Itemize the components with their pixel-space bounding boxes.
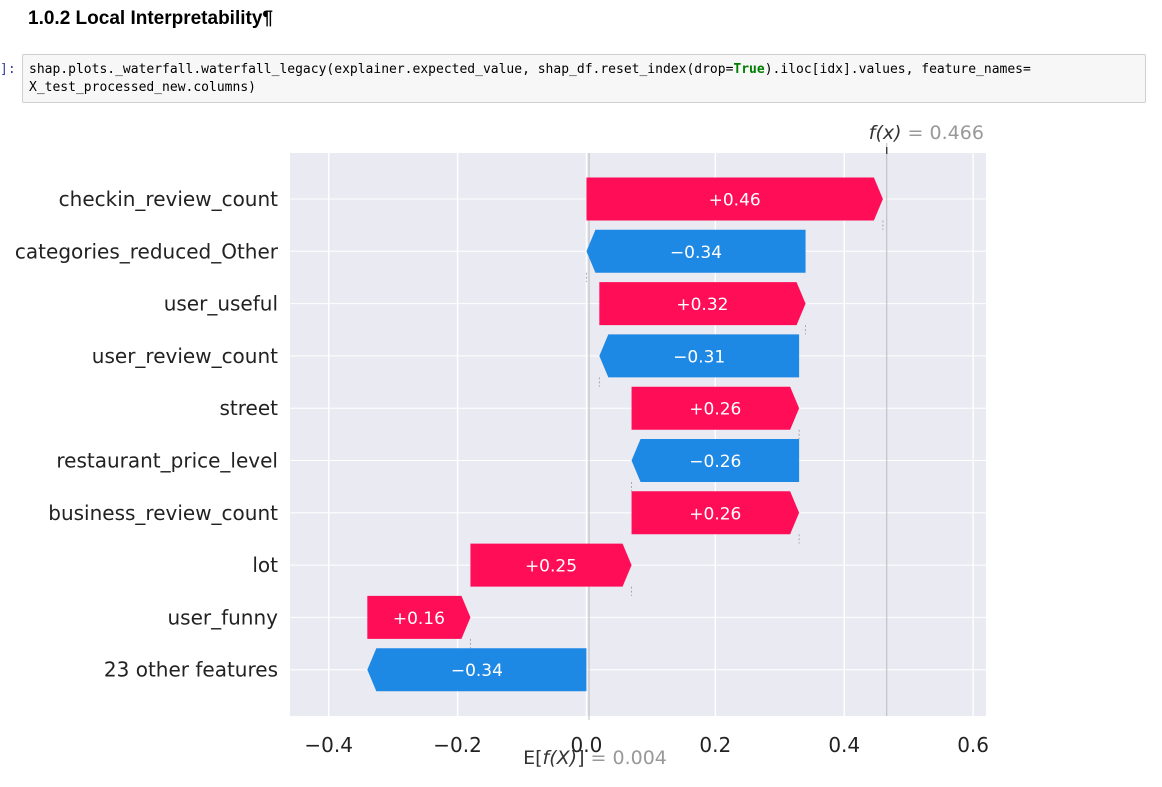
value-annotations: f(x) = 0.466 E[f(X)] = 0.004 bbox=[523, 122, 984, 769]
bars: +0.46 −0.34 +0.32 −0.31 +0.26 −0.26 +0.26 +0.25… bbox=[367, 177, 883, 692]
bar-value-label: −0.31 bbox=[673, 347, 725, 367]
feature-label: 23 other features bbox=[104, 658, 278, 682]
x-tick-label: 0.2 bbox=[699, 733, 731, 757]
feature-label: restaurant_price_level bbox=[56, 449, 278, 473]
x-tick-label: −0.4 bbox=[304, 733, 353, 757]
feature-label: user_funny bbox=[167, 605, 278, 629]
negative-bar bbox=[367, 648, 587, 692]
feature-label: checkin_review_count bbox=[59, 187, 279, 211]
positive-bar bbox=[631, 386, 800, 430]
feature-labels: checkin_review_count categories_reduced_O… bbox=[15, 187, 279, 682]
fx-annotation: f(x) = 0.466 bbox=[869, 122, 984, 144]
code-text-part-2: ).iloc[idx].values, feature_names= bbox=[764, 62, 1031, 77]
connector-lines bbox=[470, 220, 884, 649]
bar-value-label: +0.32 bbox=[676, 295, 728, 315]
bar-value-label: +0.26 bbox=[689, 400, 741, 420]
x-tick-label: −0.2 bbox=[433, 733, 482, 757]
bar-value-label: +0.25 bbox=[525, 557, 577, 577]
bar-value-label: −0.34 bbox=[670, 243, 722, 263]
positive-bar bbox=[367, 595, 471, 639]
bar-value-label: +0.16 bbox=[393, 609, 445, 629]
feature-label: street bbox=[220, 396, 279, 420]
efx-annotation: E[f(X)] = 0.004 bbox=[523, 747, 667, 769]
code-keyword-true: True bbox=[733, 62, 765, 77]
cell-prompt: ]: bbox=[0, 62, 16, 77]
feature-label: lot bbox=[252, 553, 278, 577]
feature-label: user_useful bbox=[164, 292, 278, 316]
positive-bar bbox=[470, 543, 632, 587]
output-area: +0.46 −0.34 +0.32 −0.31 +0.26 −0.26 +0.26 +0.25… bbox=[0, 110, 1162, 782]
negative-bar bbox=[586, 229, 806, 273]
bar-value-label: −0.34 bbox=[451, 661, 503, 681]
feature-label: user_review_count bbox=[92, 344, 278, 368]
x-tick-labels: −0.4 −0.2 0.0 0.2 0.4 0.6 bbox=[304, 733, 989, 757]
positive-bar bbox=[586, 177, 883, 221]
positive-bar bbox=[631, 491, 800, 535]
feature-label: business_review_count bbox=[48, 501, 278, 525]
x-tick-label: 0.4 bbox=[828, 733, 860, 757]
negative-bar bbox=[631, 439, 800, 482]
x-tick-label: 0.6 bbox=[957, 733, 989, 757]
bar-value-label: +0.26 bbox=[689, 504, 741, 524]
code-text-line-2: X_test_processed_new.columns) bbox=[29, 80, 256, 95]
waterfall-chart: +0.46 −0.34 +0.32 −0.31 +0.26 −0.26 +0.26 +0.25… bbox=[15, 122, 989, 769]
feature-label: categories_reduced_Other bbox=[15, 239, 279, 263]
code-cell[interactable]: shap.plots._waterfall.waterfall_legacy(e… bbox=[22, 54, 1146, 103]
negative-bar bbox=[599, 334, 800, 378]
bar-value-label: −0.26 bbox=[689, 452, 741, 472]
section-heading: 1.0.2 Local Interpretability¶ bbox=[28, 8, 273, 29]
positive-bar bbox=[599, 282, 806, 326]
code-text-part-1: shap.plots._waterfall.waterfall_legacy(e… bbox=[29, 62, 734, 77]
x-tick-label: 0.0 bbox=[571, 733, 603, 757]
bar-value-label: +0.46 bbox=[709, 191, 761, 211]
